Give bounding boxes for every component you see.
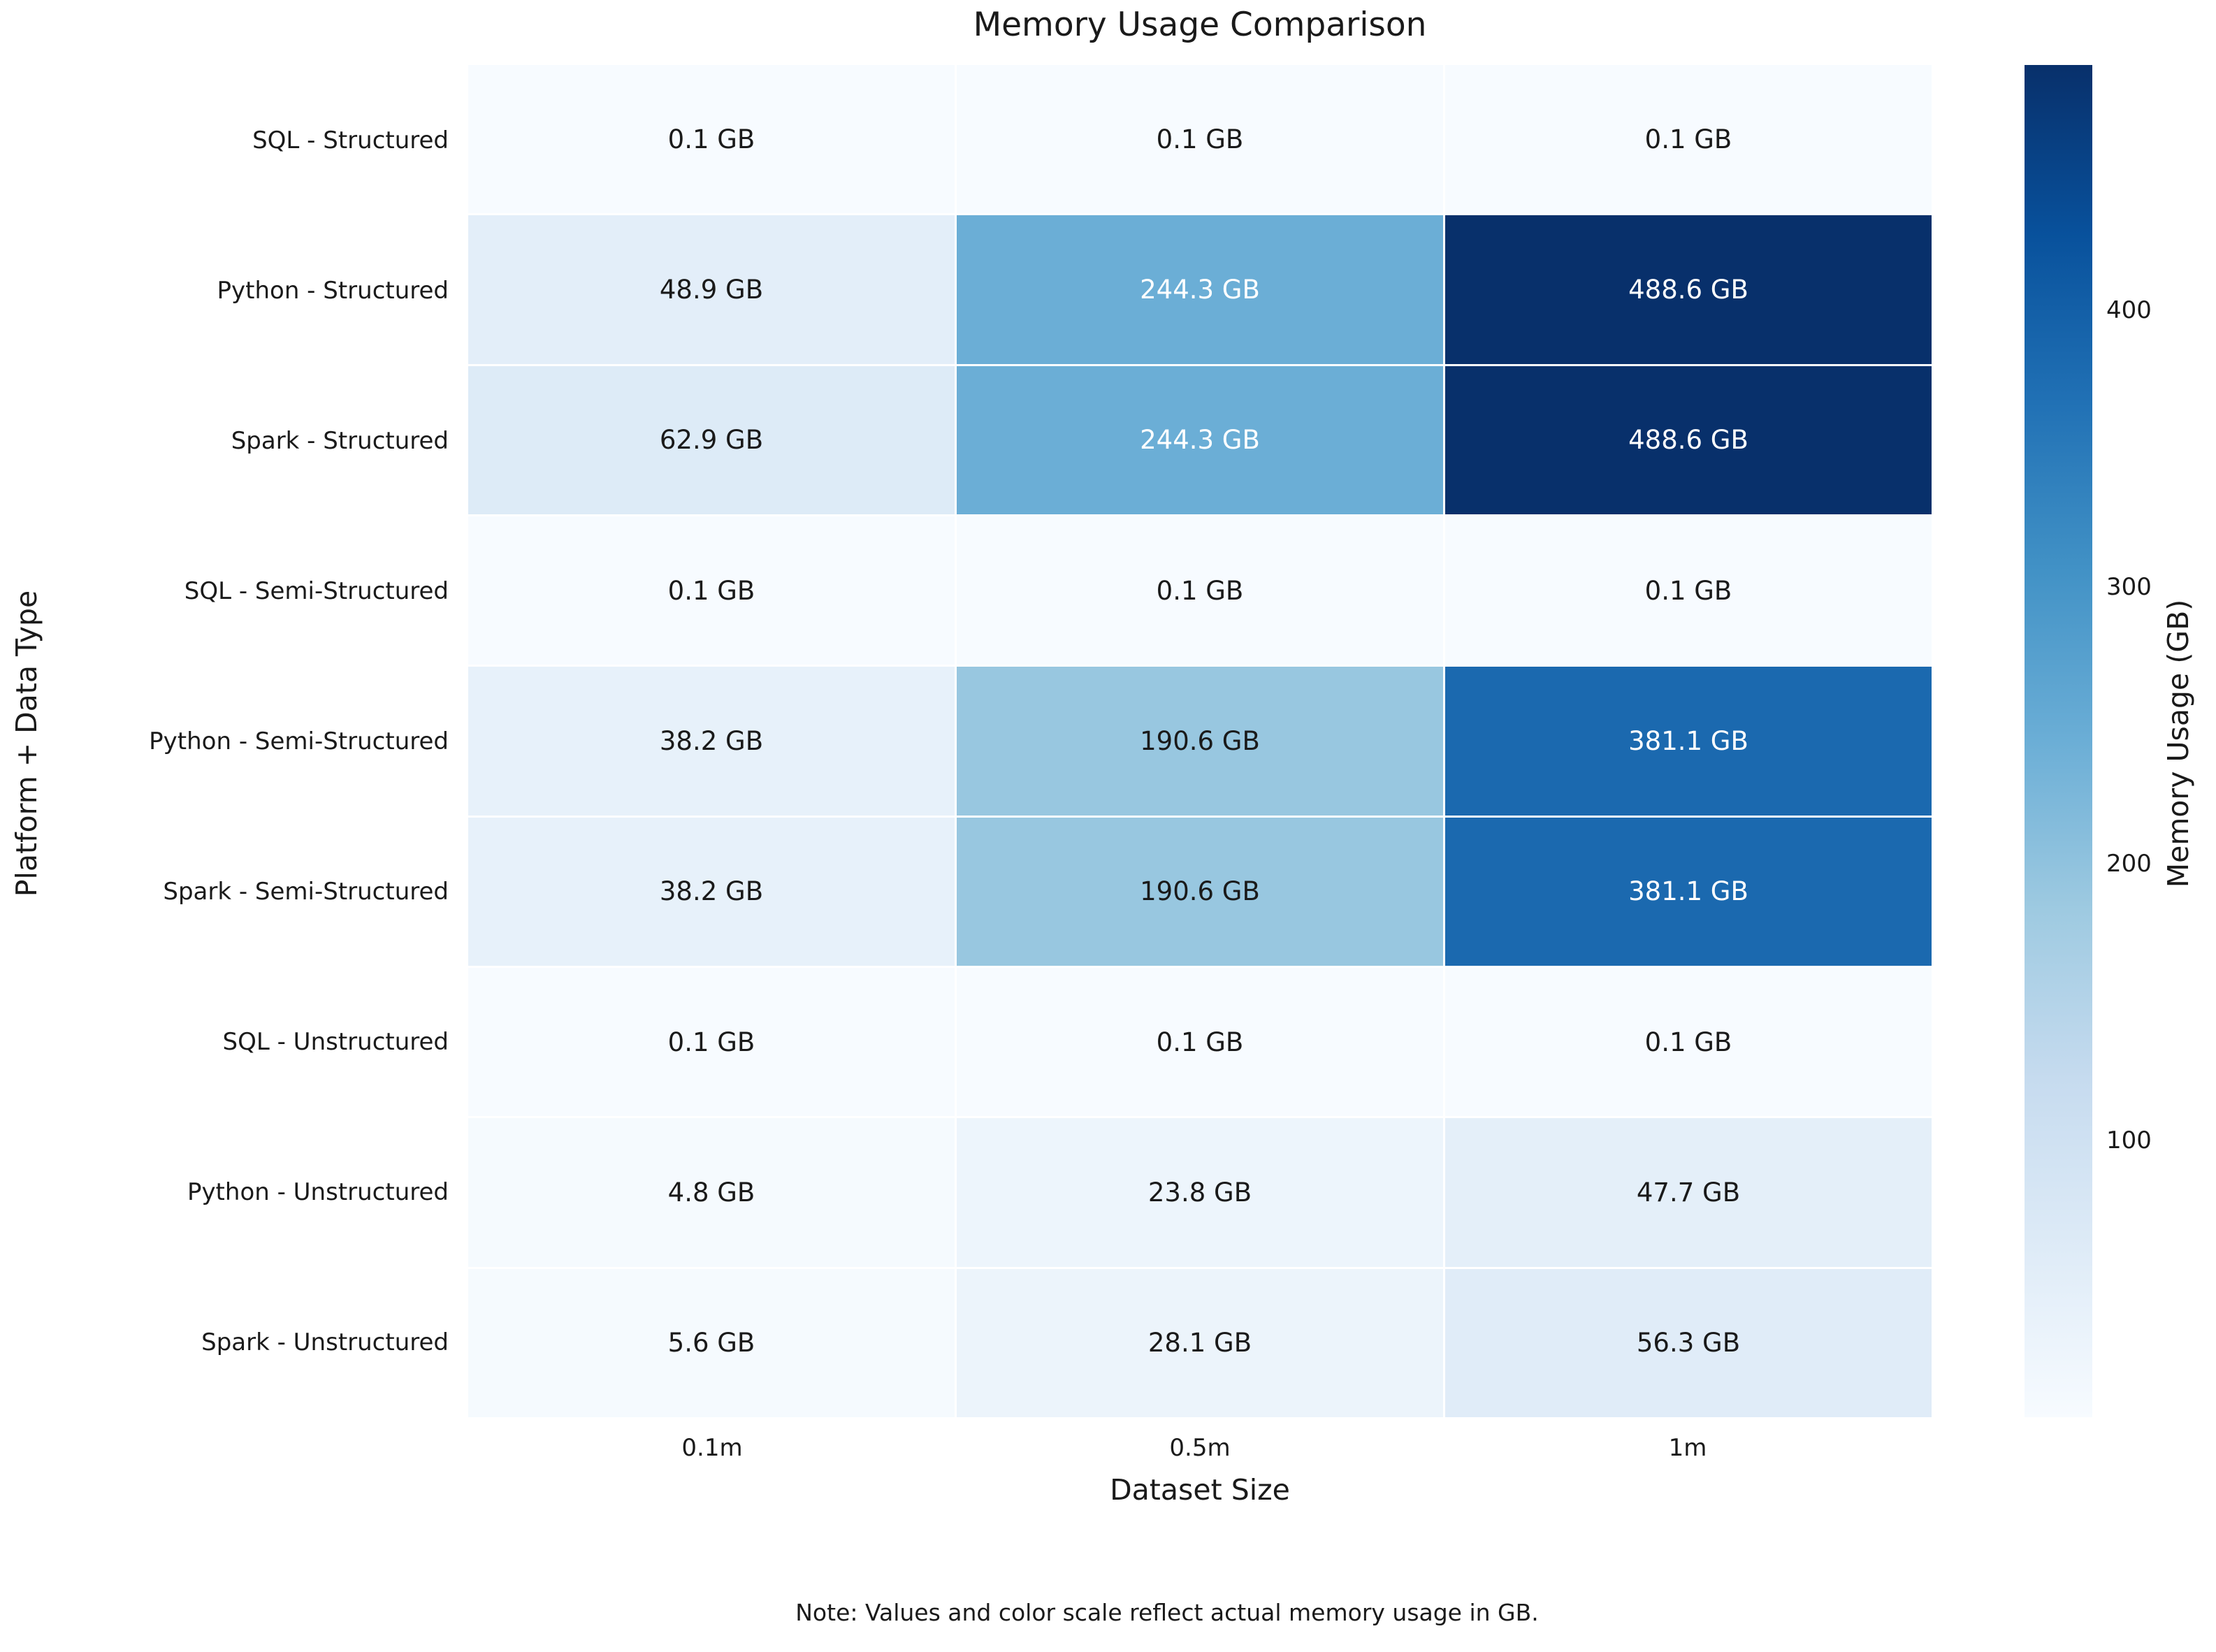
heatmap-cell: 0.1 GB: [957, 967, 1443, 1117]
cell-value-label: 488.6 GB: [1628, 425, 1748, 456]
cell-value-label: 0.1 GB: [1644, 575, 1732, 606]
cell-value-label: 38.2 GB: [659, 725, 764, 756]
heatmap-cell: 23.8 GB: [957, 1118, 1443, 1267]
x-tick-label: 1m: [1668, 1434, 1707, 1462]
cell-value-label: 190.6 GB: [1140, 876, 1260, 907]
heatmap-cell: 190.6 GB: [957, 817, 1443, 966]
y-tick-label: Spark - Structured: [231, 426, 449, 455]
cell-value-label: 488.6 GB: [1628, 274, 1748, 305]
y-tick-label: Python - Unstructured: [187, 1178, 449, 1206]
colorbar-tick-label: 300: [2106, 573, 2152, 602]
x-tick-label: 0.5m: [1169, 1434, 1231, 1462]
heatmap-cell: 0.1 GB: [468, 967, 955, 1117]
y-tick-label: Spark - Semi-Structured: [163, 877, 449, 906]
colorbar-tick-labels: 100 200 300 400: [2106, 65, 2204, 1417]
heatmap-cell: 190.6 GB: [957, 667, 1443, 816]
cell-value-label: 4.8 GB: [667, 1177, 755, 1208]
y-tick-label: Python - Semi-Structured: [149, 727, 449, 755]
cell-value-label: 5.6 GB: [667, 1328, 755, 1358]
heatmap-cell: 0.1 GB: [1445, 967, 1932, 1117]
heatmap-cell: 47.7 GB: [1445, 1118, 1932, 1267]
heatmap-cell: 381.1 GB: [1445, 817, 1932, 966]
heatmap-cell: 0.1 GB: [1445, 65, 1932, 214]
heatmap-cell: 0.1 GB: [1445, 516, 1932, 665]
cell-value-label: 47.7 GB: [1636, 1177, 1741, 1208]
heatmap-cell: 48.9 GB: [468, 215, 955, 364]
x-axis-tick-labels: 0.1m 0.5m 1m: [468, 1434, 1932, 1462]
cell-value-label: 0.1 GB: [1644, 124, 1732, 154]
chart-title: Memory Usage Comparison: [973, 6, 1427, 44]
heatmap-cell: 28.1 GB: [957, 1268, 1443, 1417]
cell-value-label: 62.9 GB: [659, 425, 764, 456]
heatmap-cell: 38.2 GB: [468, 817, 955, 966]
x-axis-label: Dataset Size: [1110, 1473, 1290, 1507]
colorbar-tick-label: 200: [2106, 850, 2152, 878]
heatmap-grid: 0.1 GB 0.1 GB 0.1 GB 48.9 GB 244.3 GB 488.6 G…: [468, 65, 1932, 1417]
heatmap-cell: 244.3 GB: [957, 215, 1443, 364]
heatmap-cell: 381.1 GB: [1445, 667, 1932, 816]
heatmap-cell: 244.3 GB: [957, 365, 1443, 514]
cell-value-label: 0.1 GB: [667, 575, 755, 606]
heatmap-cell: 62.9 GB: [468, 365, 955, 514]
cell-value-label: 381.1 GB: [1628, 725, 1748, 756]
cell-value-label: 0.1 GB: [1156, 124, 1244, 154]
y-tick-label: SQL - Structured: [252, 126, 449, 154]
heatmap-cell: 38.2 GB: [468, 667, 955, 816]
cell-value-label: 0.1 GB: [1644, 1027, 1732, 1057]
y-axis-tick-labels: SQL - Structured Python - Structured Spark…: [0, 65, 449, 1417]
cell-value-label: 244.3 GB: [1140, 425, 1260, 456]
colorbar-gradient: [2025, 65, 2092, 1417]
colorbar-tick-label: 100: [2106, 1126, 2152, 1155]
cell-value-label: 48.9 GB: [659, 274, 764, 305]
heatmap-cell: 0.1 GB: [957, 516, 1443, 665]
heatmap-cell: 488.6 GB: [1445, 215, 1932, 364]
y-tick-label: SQL - Unstructured: [222, 1027, 449, 1056]
colorbar-label: Memory Usage (GB): [2161, 599, 2195, 888]
y-tick-label: Python - Structured: [217, 276, 449, 305]
heatmap-cell: 4.8 GB: [468, 1118, 955, 1267]
cell-value-label: 0.1 GB: [1156, 1027, 1244, 1057]
y-tick-label: SQL - Semi-Structured: [184, 577, 449, 605]
cell-value-label: 190.6 GB: [1140, 725, 1260, 756]
heatmap-cell: 0.1 GB: [468, 65, 955, 214]
y-tick-label: Spark - Unstructured: [201, 1328, 449, 1356]
heatmap-cell: 56.3 GB: [1445, 1268, 1932, 1417]
note-text: Note: Values and color scale reflect act…: [795, 1599, 1539, 1626]
x-tick-label: 0.1m: [681, 1434, 743, 1462]
cell-value-label: 381.1 GB: [1628, 876, 1748, 907]
cell-value-label: 0.1 GB: [667, 1027, 755, 1057]
cell-value-label: 244.3 GB: [1140, 274, 1260, 305]
y-axis-label: Platform + Data Type: [10, 590, 43, 897]
cell-value-label: 38.2 GB: [659, 876, 764, 907]
colorbar-tick-label: 400: [2106, 296, 2152, 324]
cell-value-label: 0.1 GB: [1156, 575, 1244, 606]
cell-value-label: 28.1 GB: [1147, 1328, 1252, 1358]
cell-value-label: 0.1 GB: [667, 124, 755, 154]
heatmap-cell: 0.1 GB: [468, 516, 955, 665]
cell-value-label: 56.3 GB: [1636, 1328, 1741, 1358]
heatmap-cell: 0.1 GB: [957, 65, 1443, 214]
heatmap-cell: 488.6 GB: [1445, 365, 1932, 514]
cell-value-label: 23.8 GB: [1147, 1177, 1252, 1208]
heatmap-cell: 5.6 GB: [468, 1268, 955, 1417]
